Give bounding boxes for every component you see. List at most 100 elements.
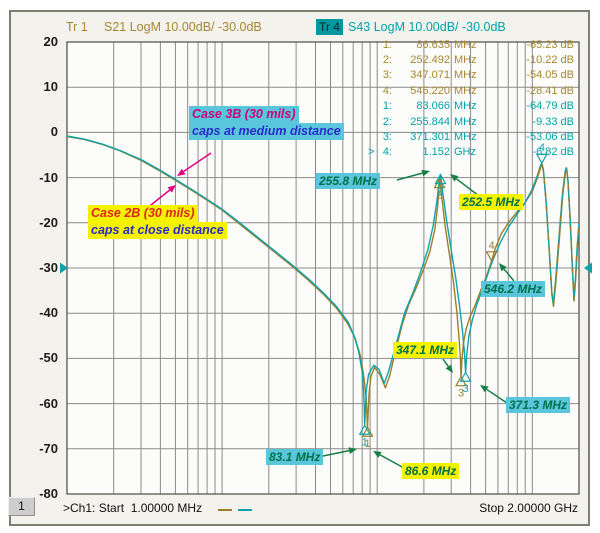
marker-table-cell: GHz: [454, 146, 476, 159]
freq-callout-arrow-head: [480, 385, 489, 393]
marker-number: 4: [489, 240, 495, 252]
frequency-callout-label: 83.1 MHz: [266, 449, 324, 465]
marker-triangle: [535, 153, 548, 165]
y-axis-tick-label: -50: [39, 350, 58, 366]
marker-table-row: 2: 252.492 MHz -10.22 dB: [368, 53, 576, 68]
marker-table-row: 1: 86.635 MHz -65.23 dB: [368, 38, 576, 53]
marker-table-cell: 1:: [382, 100, 392, 113]
sweep-start-label: >Ch1: Start 1.00000 MHz: [63, 501, 203, 515]
frequency-callout-label: 86.6 MHz: [402, 463, 460, 479]
freq-callout-arrow-head: [450, 174, 459, 182]
marker-table-cell: MHz: [454, 53, 477, 66]
reference-level-arrow-left: [60, 262, 68, 274]
freq-callout-arrow-head: [445, 364, 453, 373]
marker-table-cell: 2:: [382, 115, 392, 128]
freq-callout-arrow-line: [486, 388, 508, 404]
y-axis-tick-label: -60: [39, 395, 58, 411]
trace1-button[interactable]: Tr 1: [66, 20, 88, 34]
marker-table-cell: 3:: [382, 130, 392, 143]
marker-table-cell: -53.06 dB: [526, 130, 574, 143]
marker-triangle: [361, 426, 374, 437]
marker-table-row: 2: 255.844 MHz -9.33 dB: [368, 115, 576, 130]
freq-callout-arrow-head: [421, 169, 430, 177]
marker-table-cell: >: [368, 146, 375, 159]
marker-number: 1: [362, 436, 368, 448]
marker-table-cell: -28.41 dB: [526, 84, 574, 97]
marker-table-cell: 2:: [382, 53, 392, 66]
freq-callout-arrow-line: [322, 449, 350, 457]
marker-triangle: [459, 370, 472, 382]
freq-callout-arrow-line: [442, 358, 449, 367]
case-annotation-case3b: Case 3B (30 mils) caps at medium distance: [189, 106, 344, 140]
trace4-measurement-label: S43 LogM 10.00dB/ -30.0dB: [348, 20, 506, 34]
marker-table-cell: MHz: [454, 115, 477, 128]
marker-table-cell: 4:: [382, 84, 392, 97]
marker-table-cell: 1:: [382, 38, 392, 51]
freq-callout-arrow-line: [503, 268, 515, 282]
freq-callout-arrow-head: [499, 263, 507, 272]
case-annotation-line: Case 3B (30 mils): [189, 106, 299, 123]
marker-triangle: [358, 424, 371, 435]
marker-table-cell: 546.220: [410, 84, 450, 97]
marker-number: 2: [437, 186, 443, 198]
marker-number: 3: [463, 383, 469, 395]
frequency-callout-label: 255.8 MHz: [316, 173, 381, 189]
trace4-button[interactable]: Tr 4: [316, 19, 343, 35]
trace1-legend-dash: [218, 509, 232, 511]
marker-table-row: >4: 1.152 GHz -6.82 dB: [368, 145, 576, 160]
freq-callout-arrow-line: [379, 454, 405, 469]
marker-table-cell: -64.79 dB: [526, 100, 574, 113]
marker-table-cell: 83.066: [416, 100, 450, 113]
frequency-callout-label: 347.1 MHz: [393, 342, 458, 358]
marker-number: 2: [437, 190, 443, 202]
freq-callout-arrow-line: [455, 178, 480, 197]
case-callout-arrow-head: [167, 185, 176, 193]
marker-table-cell: MHz: [454, 100, 477, 113]
marker-table-cell: 252.492: [410, 53, 450, 66]
case-callout-arrow-line: [183, 152, 212, 173]
marker-table-cell: 1.152: [422, 146, 450, 159]
y-axis-tick-label: -30: [39, 260, 58, 275]
case-callout-arrow-head: [177, 168, 186, 176]
sweep-stop-label: Stop 2.00000 GHz: [479, 501, 578, 515]
case-annotation-line: Case 2B (30 mils): [88, 205, 198, 222]
marker-table-cell: -10.22 dB: [526, 53, 574, 66]
marker-table-cell: 255.844: [410, 115, 450, 128]
y-axis-tick-label: -20: [39, 214, 58, 230]
freq-callout-arrow-head: [348, 447, 357, 454]
marker-number: 3: [458, 388, 464, 400]
marker-number: 4: [539, 142, 545, 154]
case-annotation-case2b: Case 2B (30 mils) caps at close distance: [88, 205, 227, 239]
y-axis-tick-label: -10: [39, 169, 58, 185]
marker-table-row: 3: 371.301 MHz -53.06 dB: [368, 130, 576, 145]
marker-table-cell: -54.05 dB: [526, 69, 574, 82]
y-axis-tick-label: -40: [39, 305, 58, 321]
y-axis-tick-label: 20: [43, 34, 58, 49]
marker-table-cell: MHz: [454, 38, 477, 51]
freq-callout-arrow-line: [396, 172, 423, 181]
marker-table-cell: MHz: [454, 84, 477, 97]
y-axis-tick-label: -70: [39, 440, 58, 456]
case-annotation-line: caps at close distance: [88, 222, 227, 239]
trace-overlap-dashes: [536, 161, 579, 305]
y-axis-tick-label: -80: [39, 486, 58, 501]
frequency-callout-label: 371.3 MHz: [506, 397, 571, 413]
freq-callout-arrow-head: [373, 451, 382, 458]
trace4-legend-dash: [238, 509, 252, 511]
marker-table-cell: MHz: [454, 130, 477, 143]
marker-triangle: [485, 251, 498, 263]
y-axis-tick-label: 10: [43, 79, 58, 95]
marker-number: 1: [365, 438, 371, 450]
marker-table-row: 3: 347.071 MHz -54.05 dB: [368, 68, 576, 83]
marker-table-cell: -65.23 dB: [526, 38, 574, 51]
marker-table-cell: 4:: [382, 146, 392, 159]
marker-table-cell: MHz: [454, 69, 477, 82]
case-annotation-line: caps at medium distance: [189, 123, 344, 140]
marker-table-cell: 347.071: [410, 69, 450, 82]
marker-table-cell: 3:: [382, 69, 392, 82]
frequency-callout-label: 252.5 MHz: [459, 194, 524, 210]
channel-button[interactable]: 1: [8, 497, 35, 516]
y-axis-tick-label: 0: [50, 124, 58, 140]
